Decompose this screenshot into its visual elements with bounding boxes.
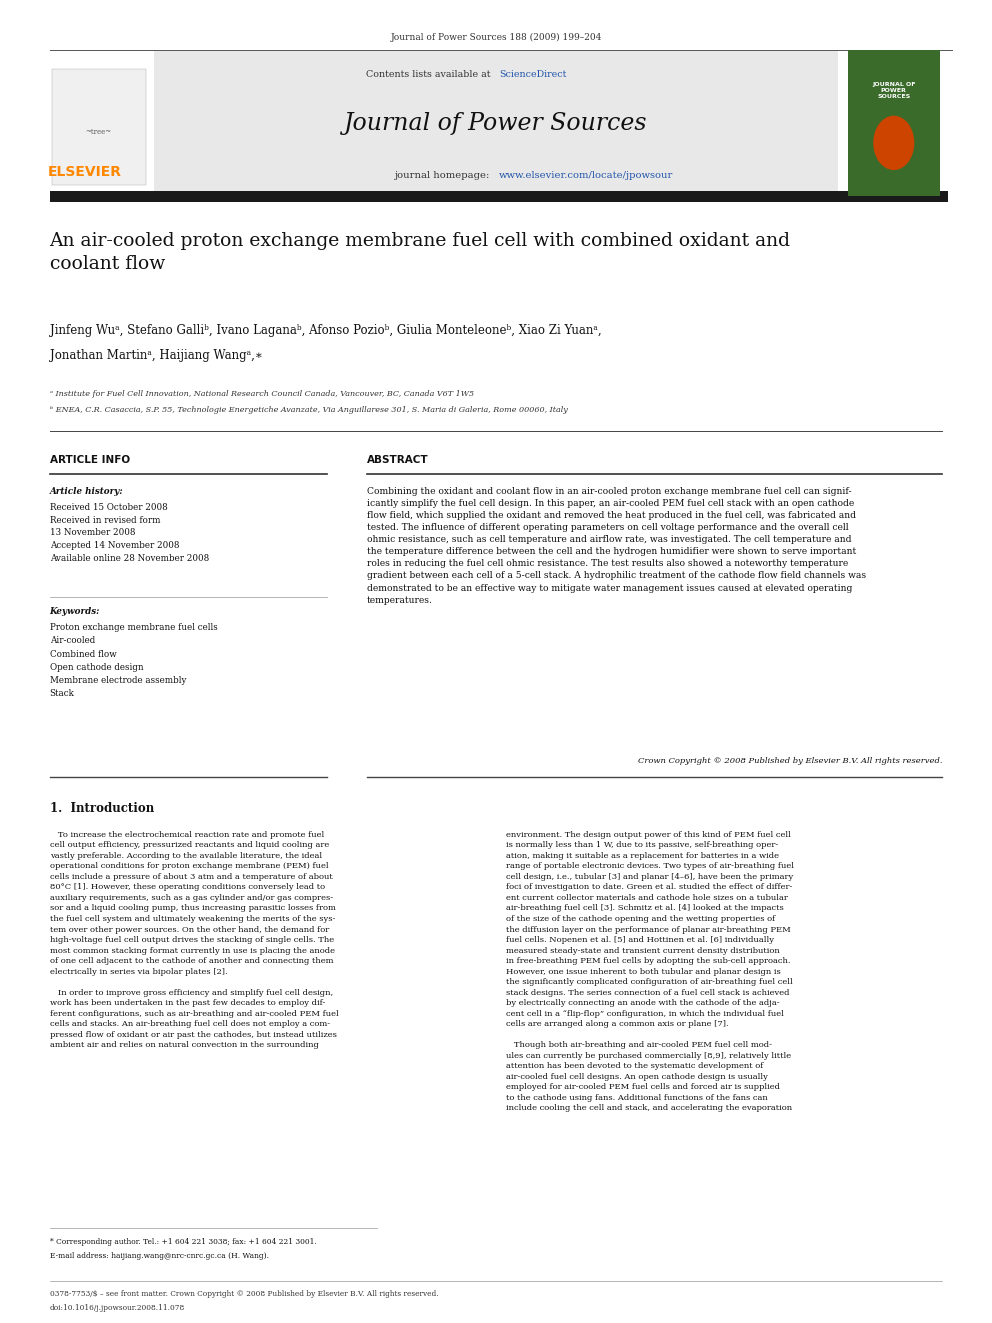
Text: ᵃ Institute for Fuel Cell Innovation, National Research Council Canada, Vancouve: ᵃ Institute for Fuel Cell Innovation, Na… (50, 390, 474, 398)
Text: Jonathan Martinᵃ, Haijiang Wangᵃ,∗: Jonathan Martinᵃ, Haijiang Wangᵃ,∗ (50, 349, 263, 363)
Text: Journal of Power Sources 188 (2009) 199–204: Journal of Power Sources 188 (2009) 199–… (390, 33, 602, 41)
Circle shape (874, 116, 914, 169)
Bar (50, 191, 948, 202)
Text: Jinfeng Wuᵃ, Stefano Galliᵇ, Ivano Laganaᵇ, Afonso Pozioᵇ, Giulia Monteleoneᵇ, X: Jinfeng Wuᵃ, Stefano Galliᵇ, Ivano Lagan… (50, 324, 601, 337)
Text: * Corresponding author. Tel.: +1 604 221 3038; fax: +1 604 221 3001.: * Corresponding author. Tel.: +1 604 221… (50, 1238, 316, 1246)
Text: Received 15 October 2008
Received in revised form
13 November 2008
Accepted 14 N: Received 15 October 2008 Received in rev… (50, 503, 209, 564)
Text: ARTICLE INFO: ARTICLE INFO (50, 455, 130, 466)
Text: Keywords:: Keywords: (50, 607, 100, 617)
Text: ᵇ ENEA, C.R. Casaccia, S.P. 55, Technologie Energetiche Avanzate, Via Anguillare: ᵇ ENEA, C.R. Casaccia, S.P. 55, Technolo… (50, 406, 567, 414)
Text: ELSEVIER: ELSEVIER (48, 165, 121, 179)
Text: An air-cooled proton exchange membrane fuel cell with combined oxidant and
coola: An air-cooled proton exchange membrane f… (50, 232, 791, 273)
Text: Journal of Power Sources: Journal of Power Sources (344, 111, 648, 135)
Text: E-mail address: haijiang.wang@nrc-cnrc.gc.ca (H. Wang).: E-mail address: haijiang.wang@nrc-cnrc.g… (50, 1252, 269, 1259)
Text: Proton exchange membrane fuel cells
Air-cooled
Combined flow
Open cathode design: Proton exchange membrane fuel cells Air-… (50, 623, 217, 699)
Text: 1.  Introduction: 1. Introduction (50, 802, 154, 815)
Bar (154, 50, 838, 196)
Text: ScienceDirect: ScienceDirect (499, 70, 566, 78)
Text: 0378-7753/$ – see front matter. Crown Copyright © 2008 Published by Elsevier B.V: 0378-7753/$ – see front matter. Crown Co… (50, 1290, 438, 1298)
Text: ~tree~: ~tree~ (85, 128, 111, 136)
Text: journal homepage:: journal homepage: (395, 172, 493, 180)
Text: Combining the oxidant and coolant flow in an air-cooled proton exchange membrane: Combining the oxidant and coolant flow i… (367, 487, 866, 605)
Bar (52, 69, 146, 185)
Text: Article history:: Article history: (50, 487, 123, 496)
Text: www.elsevier.com/locate/jpowsour: www.elsevier.com/locate/jpowsour (499, 172, 674, 180)
Text: ABSTRACT: ABSTRACT (367, 455, 429, 466)
Text: Crown Copyright © 2008 Published by Elsevier B.V. All rights reserved.: Crown Copyright © 2008 Published by Else… (638, 757, 942, 765)
Text: Contents lists available at: Contents lists available at (365, 70, 493, 78)
Text: JOURNAL OF
POWER
SOURCES: JOURNAL OF POWER SOURCES (872, 82, 916, 99)
Text: To increase the electrochemical reaction rate and promote fuel
cell output effic: To increase the electrochemical reaction… (50, 831, 338, 1049)
Text: environment. The design output power of this kind of PEM fuel cell
is normally l: environment. The design output power of … (506, 831, 794, 1113)
Bar (848, 50, 940, 196)
Text: doi:10.1016/j.jpowsour.2008.11.078: doi:10.1016/j.jpowsour.2008.11.078 (50, 1304, 185, 1312)
